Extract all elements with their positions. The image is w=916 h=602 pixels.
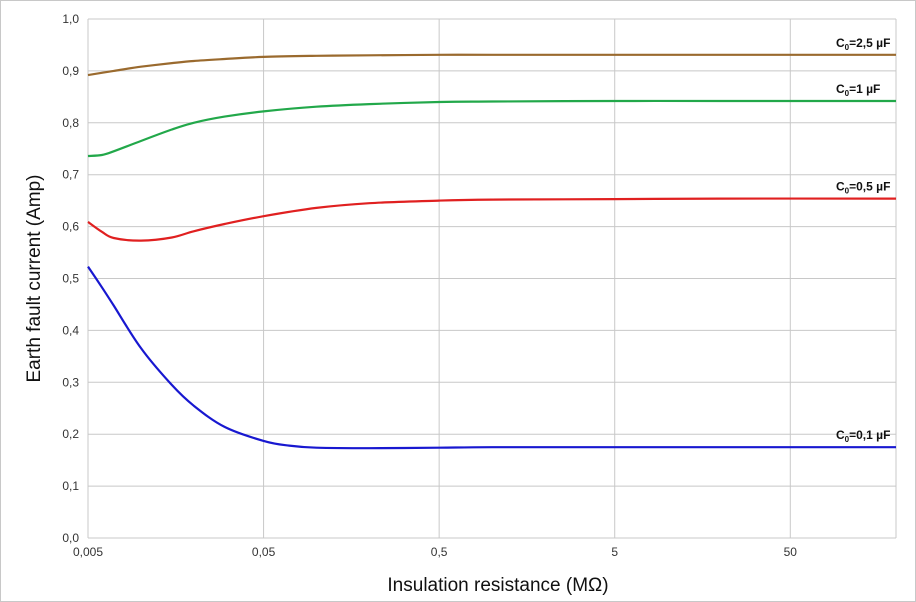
y-tick-label: 0,0 — [62, 531, 79, 545]
y-tick-label: 0,8 — [62, 116, 79, 130]
y-tick-label: 0,9 — [62, 64, 79, 78]
series-line — [87, 53, 896, 77]
y-tick-label: 0,1 — [62, 479, 79, 493]
x-tick-label: 0,005 — [73, 545, 103, 559]
x-tick-label: 5 — [611, 545, 618, 559]
y-axis-title: Earth fault current (Amp) — [24, 174, 45, 382]
x-tick-label: 0,05 — [252, 545, 276, 559]
series-line — [87, 197, 897, 242]
series-label: C0=0,5 µF — [836, 180, 890, 196]
y-tick-label: 0,2 — [62, 427, 79, 441]
x-tick-label: 50 — [784, 545, 798, 559]
y-tick-label: 0,3 — [62, 375, 79, 389]
x-axis-title: Insulation resistance (MΩ) — [387, 575, 608, 596]
y-tick-label: 0,4 — [62, 323, 79, 337]
series-labels: C0=2,5 µF C0=1 µF C0=0,5 µF C0=0,1 µF — [836, 36, 890, 444]
series-lines — [87, 53, 897, 450]
grid — [87, 18, 897, 539]
x-tick-label: 0,5 — [431, 545, 448, 559]
series-label: C0=2,5 µF — [836, 36, 890, 52]
y-tick-label: 1,0 — [62, 12, 79, 26]
y-tick-label: 0,5 — [62, 272, 79, 286]
series-label: C0=1 µF — [836, 82, 880, 98]
series-line — [87, 99, 896, 158]
y-tick-label: 0,6 — [62, 220, 79, 234]
series-label: C0=0,1 µF — [836, 428, 890, 444]
tick-labels: 0,0 0,1 0,2 0,3 0,4 0,5 0,6 0,7 0,8 0,9 1,0 0,005 0,… — [62, 12, 797, 559]
series-line — [87, 265, 896, 450]
y-tick-label: 0,7 — [62, 168, 79, 182]
